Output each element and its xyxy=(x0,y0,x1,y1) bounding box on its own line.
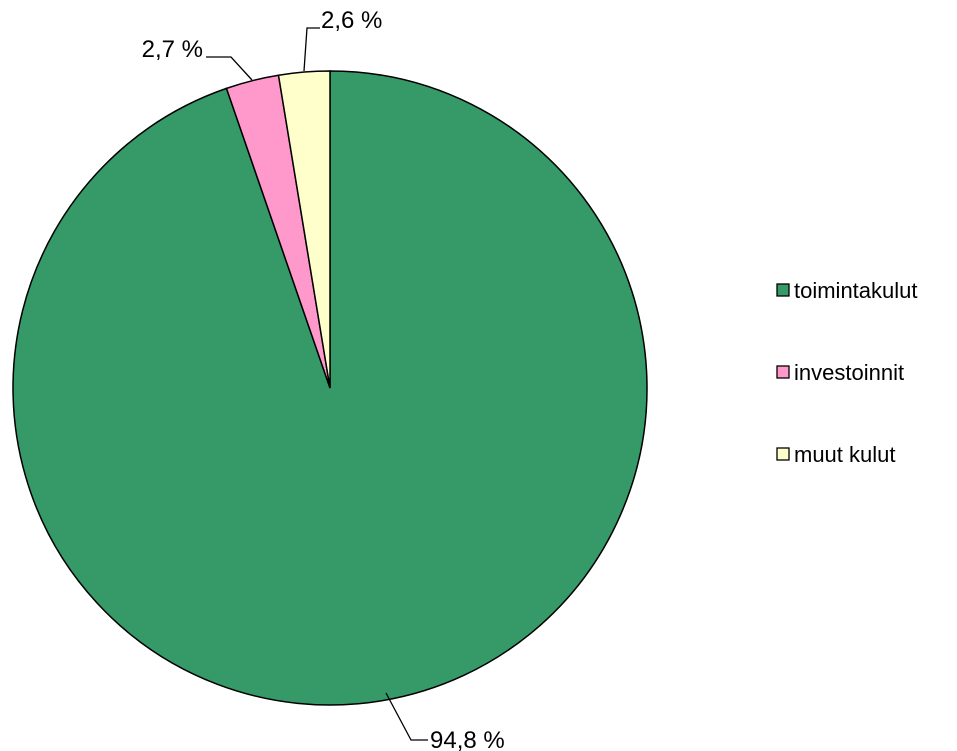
leader-line-toimintakulut xyxy=(385,692,428,741)
legend-label-toimintakulut: toimintakulut xyxy=(794,278,918,303)
leader-line-muut-kulut xyxy=(303,27,320,72)
legend-label-muut-kulut: muut kulut xyxy=(794,442,896,467)
legend-label-investoinnit: investoinnit xyxy=(794,360,904,385)
pie-slice-muut-kulut xyxy=(277,70,331,389)
data-label-toimintakulut: 94,8 % xyxy=(430,727,505,751)
data-label-muut-kulut: 2,6 % xyxy=(321,7,382,34)
data-label-investoinnit: 2,7 % xyxy=(142,36,203,63)
leader-line-investoinnit xyxy=(206,56,253,81)
legend-swatch-investoinnit xyxy=(776,365,790,379)
legend-swatch-muut-kulut xyxy=(776,447,790,461)
legend-swatch-toimintakulut xyxy=(776,283,790,297)
